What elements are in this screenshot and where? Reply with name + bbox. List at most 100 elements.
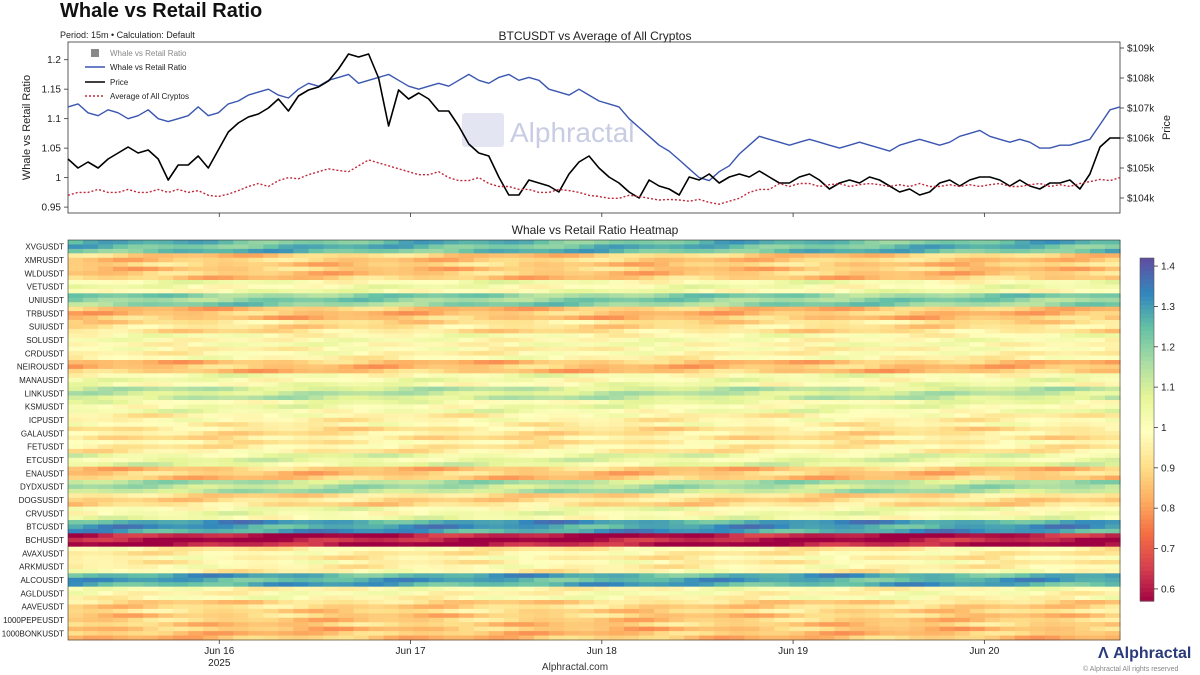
heatmap-cell xyxy=(609,515,625,521)
heatmap-cell xyxy=(83,408,99,414)
heatmap-cell xyxy=(518,395,535,401)
heatmap-cell xyxy=(729,391,745,396)
heatmap-cell xyxy=(218,364,234,370)
heatmap-cell xyxy=(263,462,279,468)
heatmap-cell xyxy=(293,435,310,441)
heatmap-cell xyxy=(398,546,415,552)
heatmap-cell xyxy=(1014,484,1031,490)
heatmap-cell xyxy=(443,280,460,285)
heatmap-cell xyxy=(1029,284,1046,290)
heatmap-cell xyxy=(1029,400,1046,405)
heatmap-cell xyxy=(158,422,174,428)
heatmap-cell xyxy=(233,524,249,530)
heatmap-cell xyxy=(218,528,234,534)
heatmap-cell xyxy=(684,426,700,432)
heatmap-cell xyxy=(714,546,730,552)
heatmap-cell xyxy=(128,315,144,321)
heatmap-cell xyxy=(518,462,535,468)
heatmap-cell xyxy=(1029,337,1046,343)
heatmap-cell xyxy=(113,422,129,428)
heatmap-cell xyxy=(924,506,941,512)
heatmap-cell xyxy=(443,377,460,383)
heatmap-cell xyxy=(263,533,279,539)
heatmap-cell xyxy=(503,382,520,388)
heatmap-cell xyxy=(654,533,670,539)
heatmap-cell xyxy=(1074,311,1091,316)
heatmap-cell xyxy=(548,537,565,543)
heatmap-cell xyxy=(954,480,971,485)
heatmap-cell xyxy=(458,484,475,490)
heatmap-cell xyxy=(849,368,866,374)
heatmap-cell xyxy=(458,395,475,401)
heatmap-cell xyxy=(999,408,1016,414)
heatmap-cell xyxy=(1044,444,1061,450)
heatmap-cell xyxy=(1059,342,1076,348)
heatmap-cell xyxy=(894,444,911,450)
heatmap-cell xyxy=(488,306,505,312)
heatmap-cell xyxy=(1104,328,1121,334)
heatmap-cell xyxy=(218,275,234,281)
heatmap-cell xyxy=(203,537,219,543)
heatmap-cell xyxy=(1059,488,1076,494)
heatmap-cell xyxy=(1059,244,1076,250)
heatmap-cell xyxy=(443,413,460,419)
heatmap-cell xyxy=(894,328,911,334)
heatmap-cell xyxy=(68,426,84,432)
heatmap-cell xyxy=(413,324,430,330)
heatmap-cell xyxy=(624,493,640,499)
heatmap-cell xyxy=(744,502,760,508)
heatmap-cell xyxy=(1059,506,1076,512)
heatmap-cell xyxy=(1104,417,1121,423)
heatmap-cell xyxy=(323,506,340,512)
heatmap-cell xyxy=(924,275,941,281)
heatmap-cell xyxy=(188,395,204,401)
heatmap-cell xyxy=(999,302,1016,308)
heatmap-cell xyxy=(1014,333,1031,339)
heatmap-cell xyxy=(924,528,941,534)
heatmap-cell xyxy=(113,368,129,374)
heatmap-cell xyxy=(1059,457,1076,463)
heatmap-cell xyxy=(488,253,505,259)
heatmap-cell xyxy=(954,484,971,490)
heatmap-cell xyxy=(158,311,174,316)
heatmap-cell xyxy=(804,328,821,334)
heatmap-cell xyxy=(353,444,370,450)
heatmap-cell xyxy=(278,244,295,250)
heatmap-cell xyxy=(428,244,445,250)
heatmap-row-label: GALAUSDT xyxy=(21,429,64,438)
heatmap-cell xyxy=(308,346,325,352)
heatmap-cell xyxy=(383,315,400,321)
heatmap-cell xyxy=(368,444,385,450)
heatmap-cell xyxy=(548,528,565,534)
heatmap-cell xyxy=(639,391,655,396)
heatmap-cell xyxy=(503,271,520,276)
heatmap-cell xyxy=(624,542,640,548)
heatmap-cell xyxy=(293,524,310,530)
heatmap-cell xyxy=(293,457,310,463)
heatmap-cell xyxy=(473,413,490,419)
heatmap-cell xyxy=(954,520,971,525)
heatmap-cell xyxy=(774,444,790,450)
heatmap-cell xyxy=(1059,453,1076,459)
heatmap-title: Whale vs Retail Ratio Heatmap xyxy=(511,223,679,237)
heatmap-cell xyxy=(308,328,325,334)
heatmap-cell xyxy=(323,240,340,245)
heatmap-cell xyxy=(83,257,99,263)
heatmap-cell xyxy=(488,257,505,263)
heatmap-cell xyxy=(699,506,715,512)
heatmap-cell xyxy=(744,484,760,490)
heatmap-cell xyxy=(819,346,836,352)
heatmap-cell xyxy=(744,426,760,432)
heatmap-cell xyxy=(83,315,99,321)
heatmap-cell xyxy=(218,488,234,494)
heatmap-cell xyxy=(969,462,986,468)
heatmap-cell xyxy=(503,262,520,268)
heatmap-cell xyxy=(969,306,986,312)
heatmap-cell xyxy=(594,475,610,481)
heatmap-cell xyxy=(338,471,355,476)
heatmap-cell xyxy=(278,444,295,450)
heatmap-cell xyxy=(233,320,249,325)
heatmap-cell xyxy=(443,368,460,374)
heatmap-cell xyxy=(488,435,505,441)
heatmap-cell xyxy=(308,240,325,245)
